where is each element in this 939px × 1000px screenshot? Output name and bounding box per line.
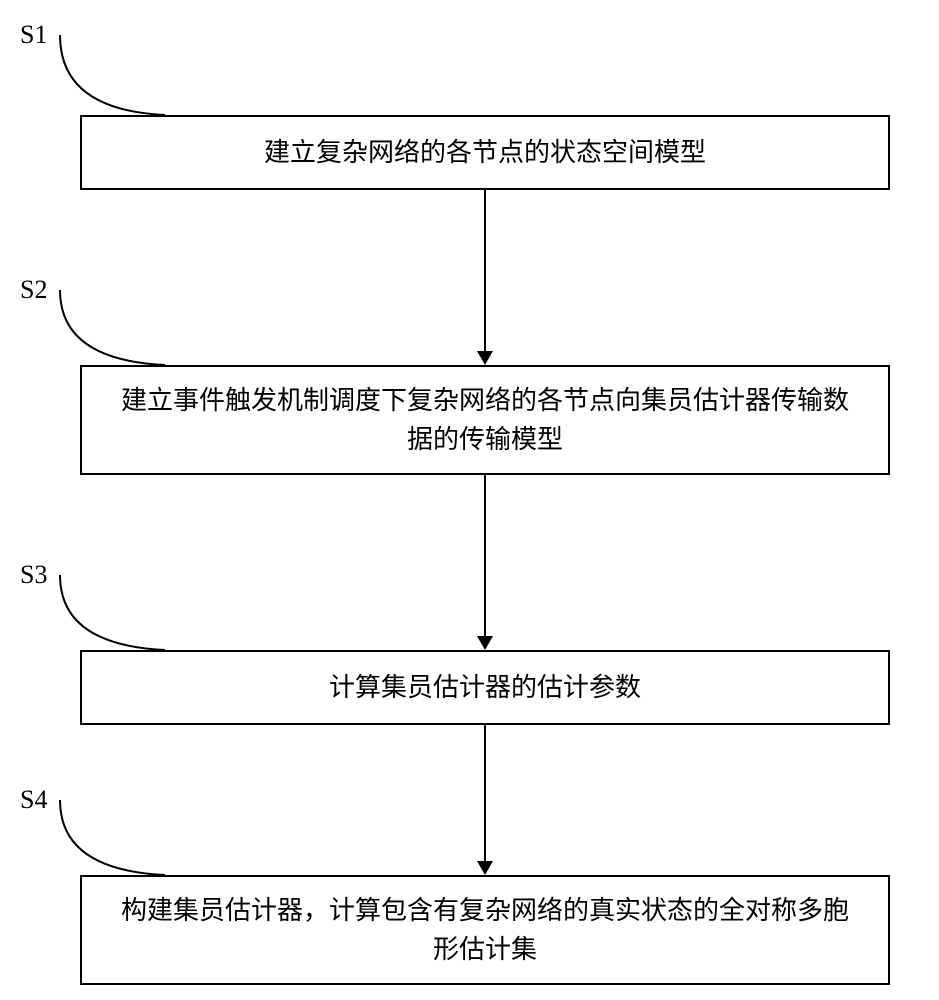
arrow-1 — [80, 190, 890, 365]
box-s1: 建立复杂网络的各节点的状态空间模型 — [80, 115, 890, 190]
connector-s4 — [55, 795, 175, 880]
step-label-s3: S3 — [20, 560, 47, 590]
step-label-s1: S1 — [20, 20, 47, 50]
arrow-3 — [80, 725, 890, 875]
box-s2: 建立事件触发机制调度下复杂网络的各节点向集员估计器传输数据的传输模型 — [80, 365, 890, 475]
connector-s1 — [55, 30, 175, 120]
step-label-s2: S2 — [20, 275, 47, 305]
step-label-s4: S4 — [20, 785, 47, 815]
box-s3-text: 计算集员估计器的估计参数 — [329, 668, 641, 707]
connector-s2 — [55, 285, 175, 370]
box-s4-text: 构建集员估计器，计算包含有复杂网络的真实状态的全对称多胞形估计集 — [112, 891, 858, 969]
box-s4: 构建集员估计器，计算包含有复杂网络的真实状态的全对称多胞形估计集 — [80, 875, 890, 985]
arrow-2 — [80, 475, 890, 650]
box-s3: 计算集员估计器的估计参数 — [80, 650, 890, 725]
connector-s3 — [55, 570, 175, 655]
box-s2-text: 建立事件触发机制调度下复杂网络的各节点向集员估计器传输数据的传输模型 — [112, 381, 858, 459]
flowchart-container: S1 建立复杂网络的各节点的状态空间模型 S2 建立事件触发机制调度下复杂网络的… — [0, 0, 939, 1000]
box-s1-text: 建立复杂网络的各节点的状态空间模型 — [264, 133, 706, 172]
